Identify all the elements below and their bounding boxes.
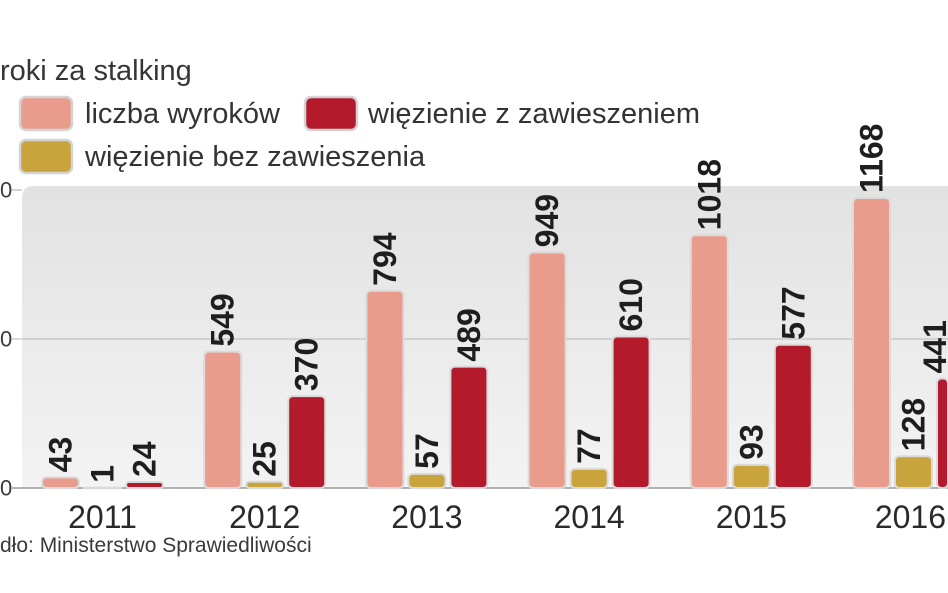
value-label-z-zawieszeniem-2011: 24 bbox=[127, 441, 163, 477]
legend-label-wiezienie-bez-zawieszenia: więzienie bez zawieszenia bbox=[84, 141, 426, 173]
source-note: dło: Ministerstwo Sprawiedliwości bbox=[0, 534, 312, 557]
category-label-2016: 2016 bbox=[875, 499, 946, 535]
chart-title: roki za stalking bbox=[0, 55, 192, 87]
bar-z-zawieszeniem-2011 bbox=[125, 481, 164, 490]
value-label-bez-zawieszenia-2012: 25 bbox=[247, 441, 283, 477]
value-label-liczba-wyrokow-2015: 1018 bbox=[691, 159, 727, 230]
bar-liczba-wyrokow-2011 bbox=[41, 476, 80, 489]
legend-swatch-wiezienie-z-zawieszeniem bbox=[303, 95, 359, 132]
value-label-bez-zawieszenia-2015: 93 bbox=[733, 424, 769, 460]
category-label-2011: 2011 bbox=[68, 499, 137, 535]
bar-liczba-wyrokow-2013 bbox=[365, 289, 405, 489]
bar-bez-zawieszenia-2011 bbox=[83, 486, 122, 490]
category-label-2015: 2015 bbox=[716, 499, 787, 535]
value-label-z-zawieszeniem-2015: 577 bbox=[775, 286, 811, 339]
y-tick-label: 0 bbox=[0, 327, 12, 352]
legend-swatch-wiezienie-bez-zawieszenia bbox=[18, 138, 74, 175]
bar-liczba-wyrokow-2015 bbox=[689, 234, 729, 489]
value-label-liczba-wyrokow-2011: 43 bbox=[43, 437, 79, 473]
value-label-bez-zawieszenia-2011: 1 bbox=[85, 465, 121, 483]
value-label-z-zawieszeniem-2013: 489 bbox=[451, 308, 487, 361]
bar-bez-zawieszenia-2014 bbox=[569, 467, 609, 489]
y-tick-label: 0 bbox=[0, 178, 12, 203]
bar-bez-zawieszenia-2016 bbox=[894, 455, 933, 490]
bar-bez-zawieszenia-2015 bbox=[731, 463, 771, 489]
bar-z-zawieszeniem-2015 bbox=[773, 343, 813, 489]
bar-liczba-wyrokow-2012 bbox=[203, 350, 243, 490]
value-label-liczba-wyrokow-2012: 549 bbox=[205, 293, 241, 346]
bar-z-zawieszeniem-2016 bbox=[936, 377, 948, 489]
x-axis-categories: 2011 2012 2013 2014 2015 2016 bbox=[68, 499, 946, 535]
y-tick-label: 0 bbox=[0, 476, 12, 501]
value-label-bez-zawieszenia-2013: 57 bbox=[409, 433, 445, 469]
category-label-2012: 2012 bbox=[229, 499, 300, 535]
bar-z-zawieszeniem-2013 bbox=[449, 365, 489, 489]
bar-bez-zawieszenia-2012 bbox=[245, 480, 285, 489]
bar-liczba-wyrokow-2014 bbox=[527, 251, 567, 489]
bar-liczba-wyrokow-2016 bbox=[852, 196, 891, 490]
value-label-z-zawieszeniem-2016: 441 bbox=[917, 320, 948, 373]
bar-z-zawieszeniem-2014 bbox=[611, 335, 651, 489]
value-label-bez-zawieszenia-2014: 77 bbox=[571, 428, 607, 464]
legend-swatch-liczba-wyrokow bbox=[18, 95, 74, 132]
category-label-2013: 2013 bbox=[391, 499, 462, 535]
bar-marks: 43 1 24 549 25 370 794 57 489 949 77 610 1018 93 577 11… bbox=[41, 124, 948, 490]
bar-z-zawieszeniem-2012 bbox=[287, 395, 327, 489]
category-label-2014: 2014 bbox=[554, 499, 625, 535]
legend: liczba wyroków więzienie z zawieszeniem … bbox=[18, 95, 700, 175]
y-axis-ticks: 0 0 0 bbox=[0, 178, 12, 501]
value-label-liczba-wyrokow-2016: 1168 bbox=[854, 124, 890, 193]
value-label-z-zawieszeniem-2014: 610 bbox=[613, 278, 649, 331]
bar-bez-zawieszenia-2013 bbox=[407, 472, 447, 490]
value-label-liczba-wyrokow-2013: 794 bbox=[367, 232, 403, 286]
value-label-z-zawieszeniem-2012: 370 bbox=[289, 338, 325, 391]
legend-label-liczba-wyrokow: liczba wyroków bbox=[85, 98, 281, 130]
value-label-bez-zawieszenia-2016: 128 bbox=[896, 398, 932, 451]
value-label-liczba-wyrokow-2014: 949 bbox=[529, 194, 565, 247]
legend-label-wiezienie-z-zawieszeniem: więzienie z zawieszeniem bbox=[367, 98, 700, 130]
